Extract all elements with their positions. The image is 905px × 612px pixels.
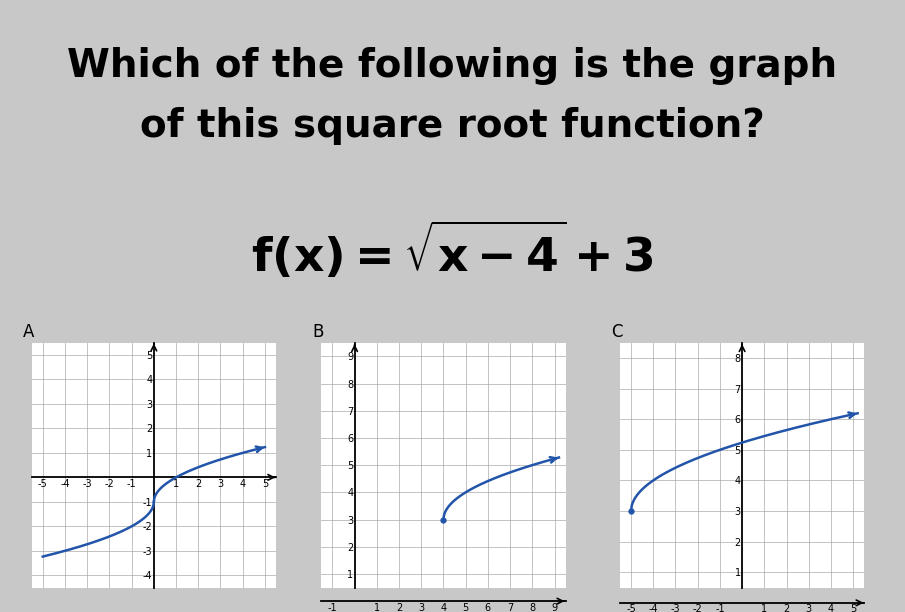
Text: $\mathbf{f(x) = \sqrt{x-4}+3}$: $\mathbf{f(x) = \sqrt{x-4}+3}$ [252, 220, 653, 282]
Text: B: B [312, 323, 324, 341]
Text: C: C [611, 323, 623, 341]
Text: A: A [23, 323, 34, 341]
Text: Which of the following is the graph: Which of the following is the graph [68, 47, 837, 85]
Text: of this square root function?: of this square root function? [140, 106, 765, 144]
